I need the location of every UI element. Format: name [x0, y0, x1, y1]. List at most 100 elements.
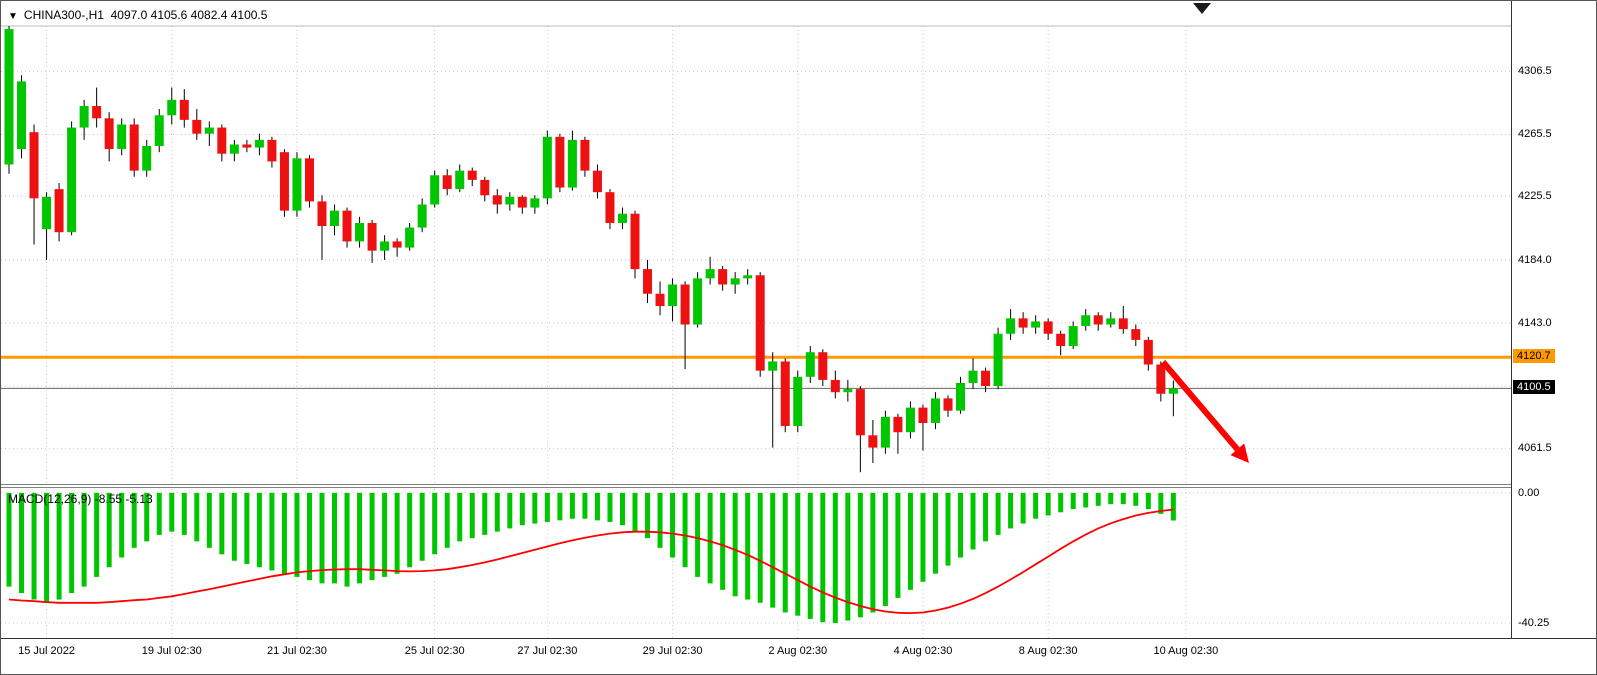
time-axis-label: 19 Jul 02:30 [141, 645, 202, 657]
candlestick [154, 109, 164, 153]
candlestick [630, 210, 640, 279]
candlestick [905, 401, 915, 439]
candlestick [718, 266, 728, 291]
candlestick [204, 121, 214, 147]
candlestick [880, 410, 890, 454]
candlestick [380, 235, 390, 260]
candlestick [1068, 321, 1078, 350]
candlestick [768, 352, 778, 448]
candlestick [1093, 312, 1103, 331]
pane-divider[interactable] [1, 484, 1596, 488]
candlestick [793, 370, 803, 433]
candlestick [668, 278, 678, 322]
candlestick [4, 26, 14, 174]
candlestick [117, 118, 127, 156]
candlestick [42, 192, 52, 260]
candlestick [542, 130, 552, 205]
candlestick [317, 195, 327, 260]
candlestick [129, 118, 139, 177]
candlestick [254, 133, 264, 156]
price-axis-label: 4225.5 [1518, 190, 1552, 203]
candlestick [442, 169, 452, 196]
candlestick [1106, 312, 1116, 328]
candlestick [655, 281, 665, 316]
time-axis-label: 15 Jul 2022 [18, 645, 75, 657]
time-axis-label: 10 Aug 02:30 [1153, 645, 1219, 657]
macd-signal-line [8, 508, 1174, 615]
price-axis[interactable]: 4306.5 4265.5 4225.5 4184.0 4143.0 4061.5 4120… [1511, 1, 1596, 638]
candlestick [492, 189, 502, 214]
time-axis-label: 25 Jul 02:30 [404, 645, 465, 657]
macd-indicator-label: MACD(12,26,9) -8.55 -5.13 [8, 492, 153, 506]
candlestick [843, 379, 853, 402]
candlestick [1156, 361, 1166, 402]
chart-shift-marker-icon[interactable] [1193, 3, 1211, 14]
candlestick [79, 99, 89, 140]
time-axis-label: 27 Jul 02:30 [517, 645, 578, 657]
candlestick [592, 164, 602, 199]
candlestick [868, 419, 878, 463]
candlestick [142, 139, 152, 177]
candlestick [405, 222, 415, 251]
candlestick [1081, 309, 1091, 331]
candlestick [17, 75, 27, 159]
candlestick [993, 327, 1003, 390]
candlestick [430, 170, 440, 208]
price-axis-label: 4061.5 [1518, 442, 1552, 455]
candlestick [693, 272, 703, 328]
resistance-price-badge: 4120.7 [1513, 349, 1555, 364]
time-axis-label: 8 Aug 02:30 [1018, 645, 1078, 657]
candlestick [167, 87, 177, 125]
candlestick [192, 109, 202, 140]
candlestick [830, 370, 840, 399]
candlestick [330, 204, 340, 236]
candlestick [467, 167, 477, 187]
time-axis[interactable]: 15 Jul 2022 19 Jul 02:30 21 Jul 02:30 25 Ju… [1, 638, 1596, 674]
price-axis-label: 4143.0 [1518, 316, 1552, 329]
time-axis-label: 29 Jul 02:30 [642, 645, 703, 657]
candles-group [4, 26, 1178, 473]
candlestick [530, 195, 540, 214]
symbol-info: ▼ CHINA300-,H1 4097.0 4105.6 4082.4 4100.… [8, 8, 267, 22]
candlestick [342, 207, 352, 248]
candlestick [1018, 312, 1028, 334]
candlestick [580, 136, 590, 177]
candlestick [1056, 330, 1066, 356]
candlestick [943, 395, 953, 417]
candlestick [555, 133, 565, 193]
candlestick [417, 198, 427, 233]
candlestick [1131, 324, 1141, 347]
candlestick [217, 124, 227, 162]
time-axis-label: 2 Aug 02:30 [768, 645, 828, 657]
chart-canvas[interactable] [1, 1, 1511, 638]
candlestick [29, 124, 39, 245]
time-axis-label: 4 Aug 02:30 [893, 645, 953, 657]
candlestick [918, 404, 928, 451]
candlestick [179, 89, 189, 128]
candlestick [818, 349, 828, 387]
bid-price-badge: 4100.5 [1513, 380, 1555, 395]
candlestick [956, 376, 966, 414]
price-axis-label: 4265.5 [1518, 128, 1552, 141]
symbol-marker-icon: ▼ [8, 11, 18, 22]
candlestick [355, 216, 365, 248]
candlestick [367, 219, 377, 263]
candlestick [893, 413, 903, 454]
macd-histogram [6, 492, 1176, 623]
candlestick [242, 139, 252, 153]
candlestick [855, 386, 865, 473]
candlestick [92, 87, 102, 128]
candlestick [279, 149, 289, 217]
candlestick [680, 281, 690, 370]
candlestick [229, 139, 239, 162]
trend-arrow[interactable] [1160, 360, 1249, 463]
candlestick [643, 259, 653, 303]
candlestick [1006, 309, 1016, 340]
candlestick [605, 189, 615, 230]
candlestick [1168, 380, 1178, 417]
macd-axis-label: -40.25 [1518, 616, 1550, 629]
candlestick [104, 112, 114, 162]
candlestick [54, 182, 64, 242]
candlestick [67, 121, 77, 236]
